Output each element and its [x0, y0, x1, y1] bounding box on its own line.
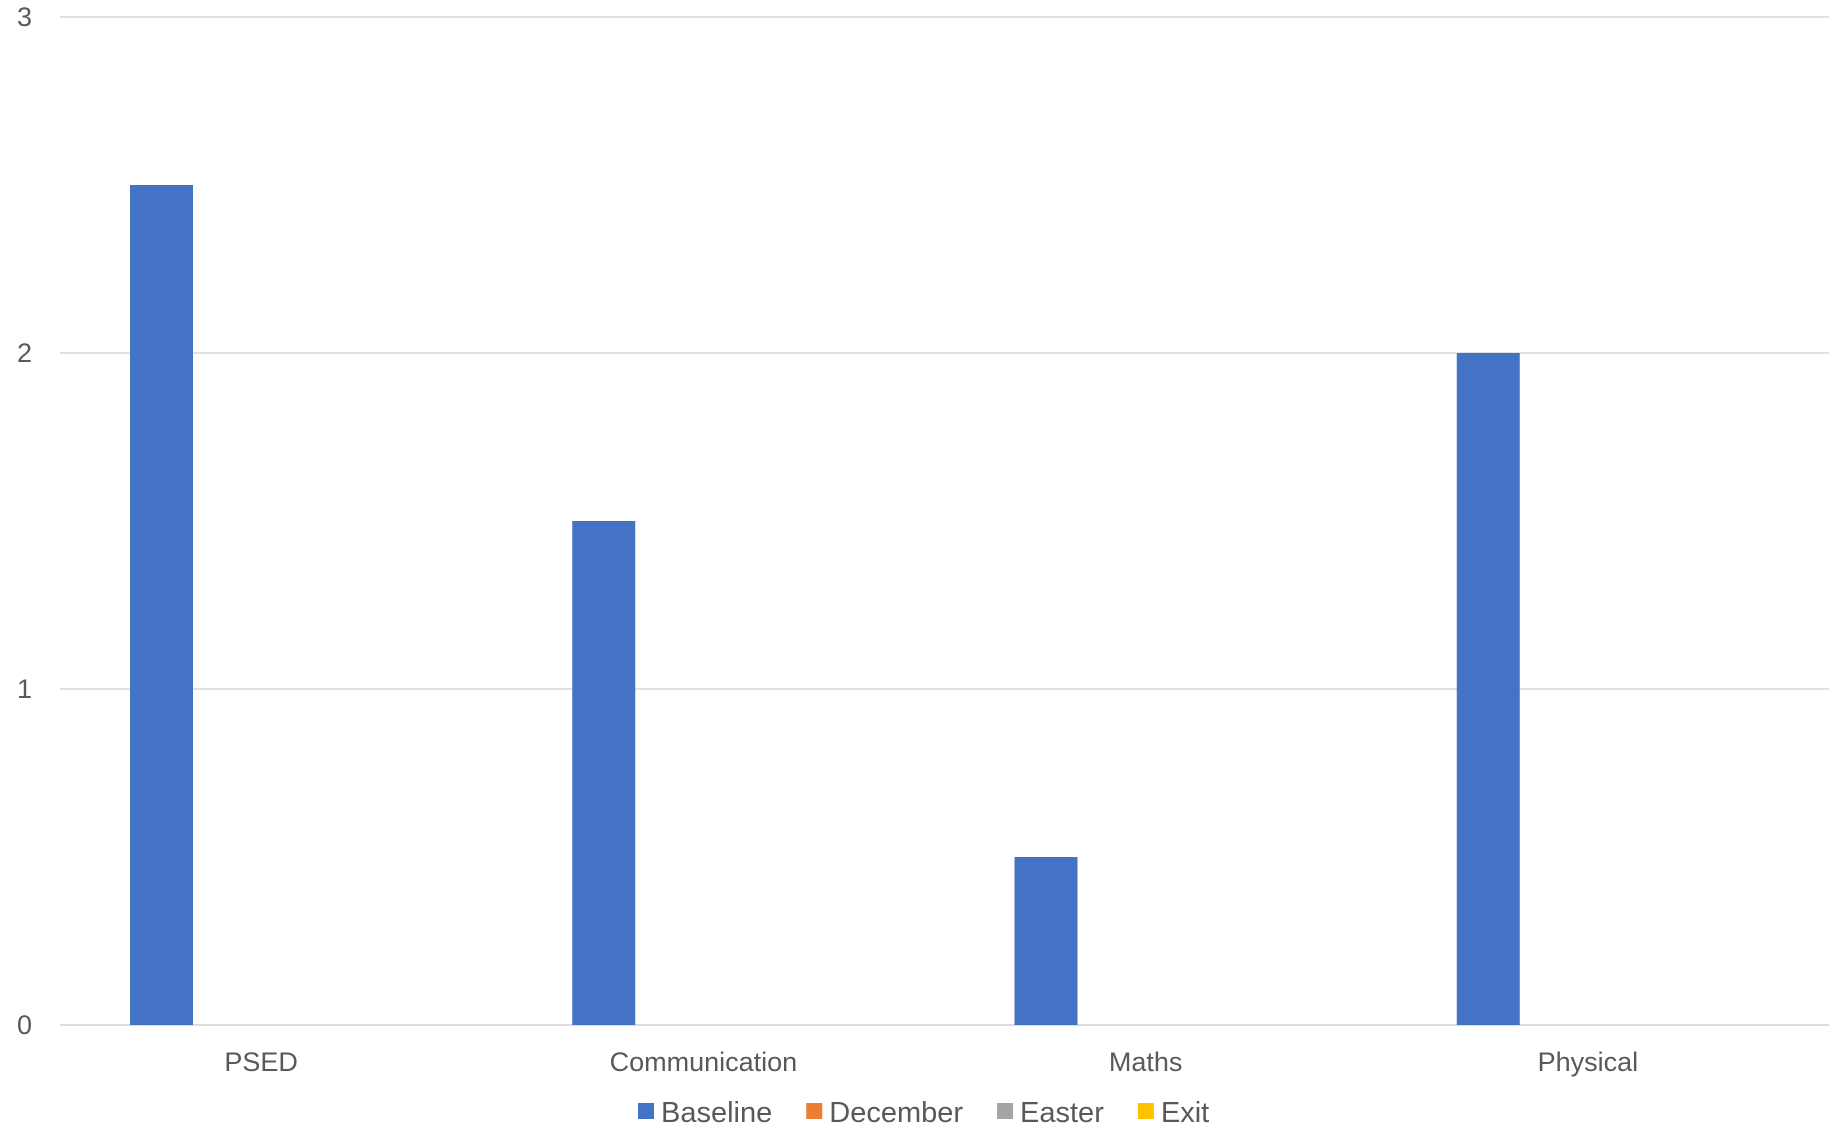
legend-swatch	[997, 1103, 1014, 1119]
bars	[130, 185, 1520, 1025]
legend-item-december: December	[806, 1097, 963, 1129]
legend-label: Exit	[1161, 1097, 1209, 1129]
legend-swatch	[638, 1103, 654, 1119]
gridlines	[60, 16, 1829, 1026]
y-tick-label: 0	[17, 1010, 32, 1040]
bar-baseline-communication	[572, 521, 636, 1025]
y-tick-label: 1	[17, 674, 32, 704]
x-tick-label: Physical	[1538, 1047, 1639, 1077]
legend-label: December	[829, 1097, 963, 1129]
legend-label: Easter	[1020, 1097, 1104, 1129]
legend-swatch	[806, 1103, 823, 1119]
legend-item-baseline: Baseline	[638, 1097, 772, 1129]
legend-item-easter: Easter	[997, 1097, 1104, 1129]
x-tick-label: Communication	[610, 1047, 798, 1077]
x-axis: PSED Communication Maths Physical	[224, 1047, 1638, 1077]
y-axis-ticks: 0 1 2 3	[17, 2, 32, 1040]
x-tick-label: PSED	[224, 1047, 298, 1077]
legend: Baseline December Easter Exit	[638, 1097, 1209, 1129]
legend-item-exit: Exit	[1137, 1097, 1209, 1129]
legend-label: Baseline	[661, 1097, 772, 1129]
bar-baseline-psed	[130, 185, 193, 1025]
x-tick-label: Maths	[1109, 1047, 1183, 1077]
legend-swatch	[1137, 1103, 1154, 1119]
bar-baseline-physical	[1456, 353, 1520, 1025]
y-tick-label: 2	[17, 338, 32, 368]
bar-baseline-maths	[1014, 857, 1078, 1025]
y-tick-label: 3	[17, 2, 32, 32]
